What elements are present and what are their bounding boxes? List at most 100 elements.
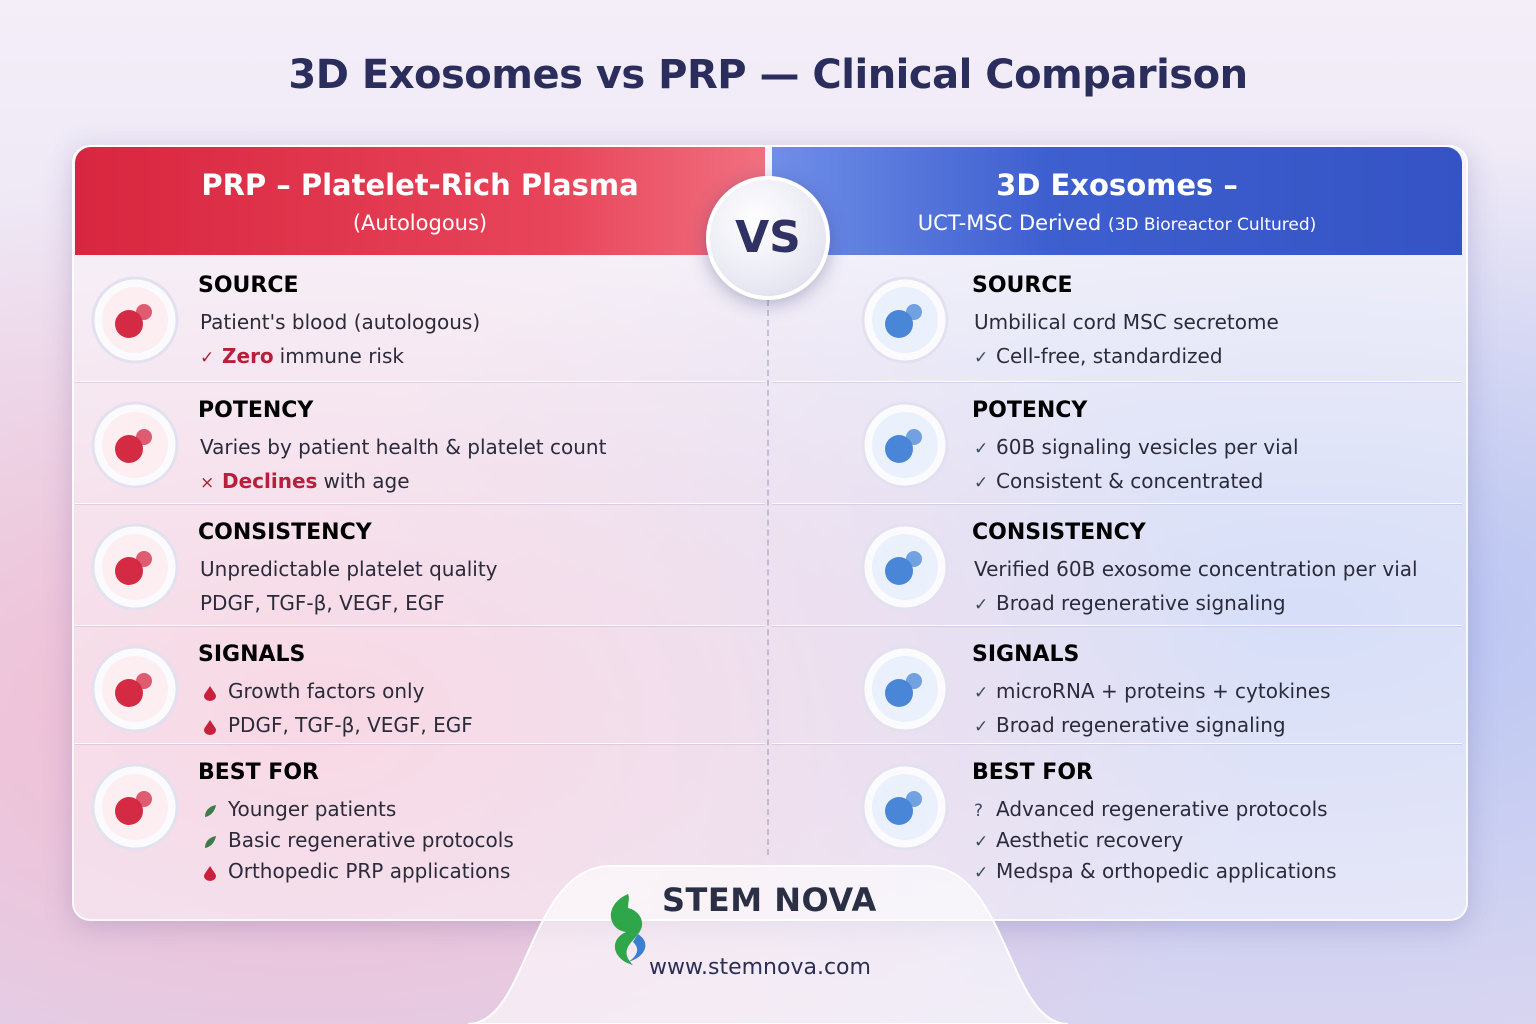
line-text: Broad regenerative signaling [996,591,1286,615]
row-line: ✓ microRNA + proteins + cytokines [974,679,1331,703]
row-icon [861,523,949,611]
brand-tab [468,865,1068,1024]
line-text: PDGF, TGF-β, VEGF, EGF [200,591,445,615]
row-divider [772,743,1462,744]
row-line: Varies by patient health & platelet coun… [200,435,606,459]
row-label: CONSISTENCY [972,520,1146,545]
row-icon [861,276,949,364]
bullet-mark: ✓ [974,717,989,737]
bullet-mark: ✓ [974,439,989,459]
row-line: Younger patients [228,797,396,821]
page-title: 3D Exosomes vs PRP — Clinical Comparison [288,52,1248,98]
line-text: with age [323,469,410,493]
bullet-mark: ✓ [974,863,989,883]
row-icon [91,645,179,733]
line-text: Aesthetic recovery [996,828,1184,852]
row-icon [91,763,179,851]
line-text: Younger patients [228,797,397,821]
row-icon [861,645,949,733]
row-divider [772,503,1462,504]
row-line: Verified 60B exosome concentration per v… [974,557,1418,581]
row-line: ✓ Medspa & orthopedic applications [974,859,1337,883]
line-text: PDGF, TGF-β, VEGF, EGF [228,713,473,737]
row-divider [75,381,765,382]
row-label: POTENCY [198,398,314,423]
bullet-mark: × [200,473,215,493]
bullet-mark: ✓ [974,595,989,615]
row-label: SIGNALS [198,642,306,667]
leaf-icon [205,805,216,817]
bullet-mark: ? [974,801,984,821]
right-subtitle: UCT-MSC Derived [917,211,1102,235]
vs-badge: VS [706,176,830,300]
line-text: 60B signaling vesicles per vial [996,435,1299,459]
right-subtitle-note: (3D Bioreactor Cultured) [1107,215,1317,235]
drop-icon [204,720,216,735]
bullet-mark: ✓ [974,473,989,493]
row-label: SOURCE [198,273,299,298]
line-text: Consistent & concentrated [996,469,1264,493]
row-line: PDGF, TGF-β, VEGF, EGF [228,713,473,737]
row-icon [861,763,949,851]
row-icon [91,276,179,364]
row-line: ✓ Broad regenerative signaling [974,713,1286,737]
row-label: POTENCY [972,398,1088,423]
row-icon [91,401,179,489]
row-line: ✓ Aesthetic recovery [974,828,1183,852]
row-divider [772,625,1462,626]
line-text: Umbilical cord MSC secretome [974,310,1279,334]
row-line: Growth factors only [228,679,424,703]
row-divider [772,381,1462,382]
line-text: Basic regenerative protocols [228,828,514,852]
emphasis: Zero [222,344,274,368]
emphasis: Declines [222,469,318,493]
right-header [772,147,1462,255]
line-text: Broad regenerative signaling [996,713,1286,737]
bullet-mark: ✓ [974,683,989,703]
left-subtitle: (Autologous) [352,211,488,235]
row-divider [75,743,765,744]
center-divider [767,300,769,855]
drop-icon [204,866,216,881]
row-line: Basic regenerative protocols [228,828,514,852]
bullet-mark: ✓ [974,832,989,852]
left-header [75,147,765,255]
row-line: ✓ Zero immune risk [200,344,404,368]
brand-url: www.stemnova.com [649,955,871,980]
row-line: Patient's blood (autologous) [200,310,480,334]
line-text: Varies by patient health & platelet coun… [200,435,607,459]
row-icon [861,401,949,489]
leaf-icon [205,836,216,848]
row-line: Orthopedic PRP applications [228,859,510,883]
row-label: SOURCE [972,273,1073,298]
line-text: Unpredictable platelet quality [200,557,498,581]
row-line: Unpredictable platelet quality [200,557,498,581]
row-line: ✓ Cell-free, standardized [974,344,1223,368]
row-line: ✓ Broad regenerative signaling [974,591,1286,615]
left-title: PRP – Platelet-Rich Plasma [201,168,639,202]
line-text: Patient's blood (autologous) [200,310,481,334]
line-text: Verified 60B exosome concentration per v… [974,557,1418,581]
row-line: Umbilical cord MSC secretome [974,310,1279,334]
line-text: Growth factors only [228,679,425,703]
row-line: ✓ Consistent & concentrated [974,469,1263,493]
row-label: SIGNALS [972,642,1080,667]
row-divider [75,503,765,504]
right-subtitle-wrap: UCT-MSC Derived (3D Bioreactor Cultured) [772,211,1462,235]
row-line: PDGF, TGF-β, VEGF, EGF [200,591,445,615]
row-label: CONSISTENCY [198,520,372,545]
line-text: immune risk [279,344,404,368]
right-title: 3D Exosomes – [996,168,1238,202]
row-icon [91,523,179,611]
line-text: Advanced regenerative protocols [996,797,1328,821]
bullet-mark: ✓ [200,348,215,368]
line-text: microRNA + proteins + cytokines [996,679,1331,703]
row-line: ? Advanced regenerative protocols [974,797,1328,821]
row-line: ✓ 60B signaling vesicles per vial [974,435,1299,459]
bullet-mark: ✓ [974,348,989,368]
brand-name: STEM NOVA [662,881,877,919]
line-text: Cell-free, standardized [996,344,1223,368]
row-label: BEST FOR [972,760,1093,785]
row-line: × Declines with age [200,469,410,493]
